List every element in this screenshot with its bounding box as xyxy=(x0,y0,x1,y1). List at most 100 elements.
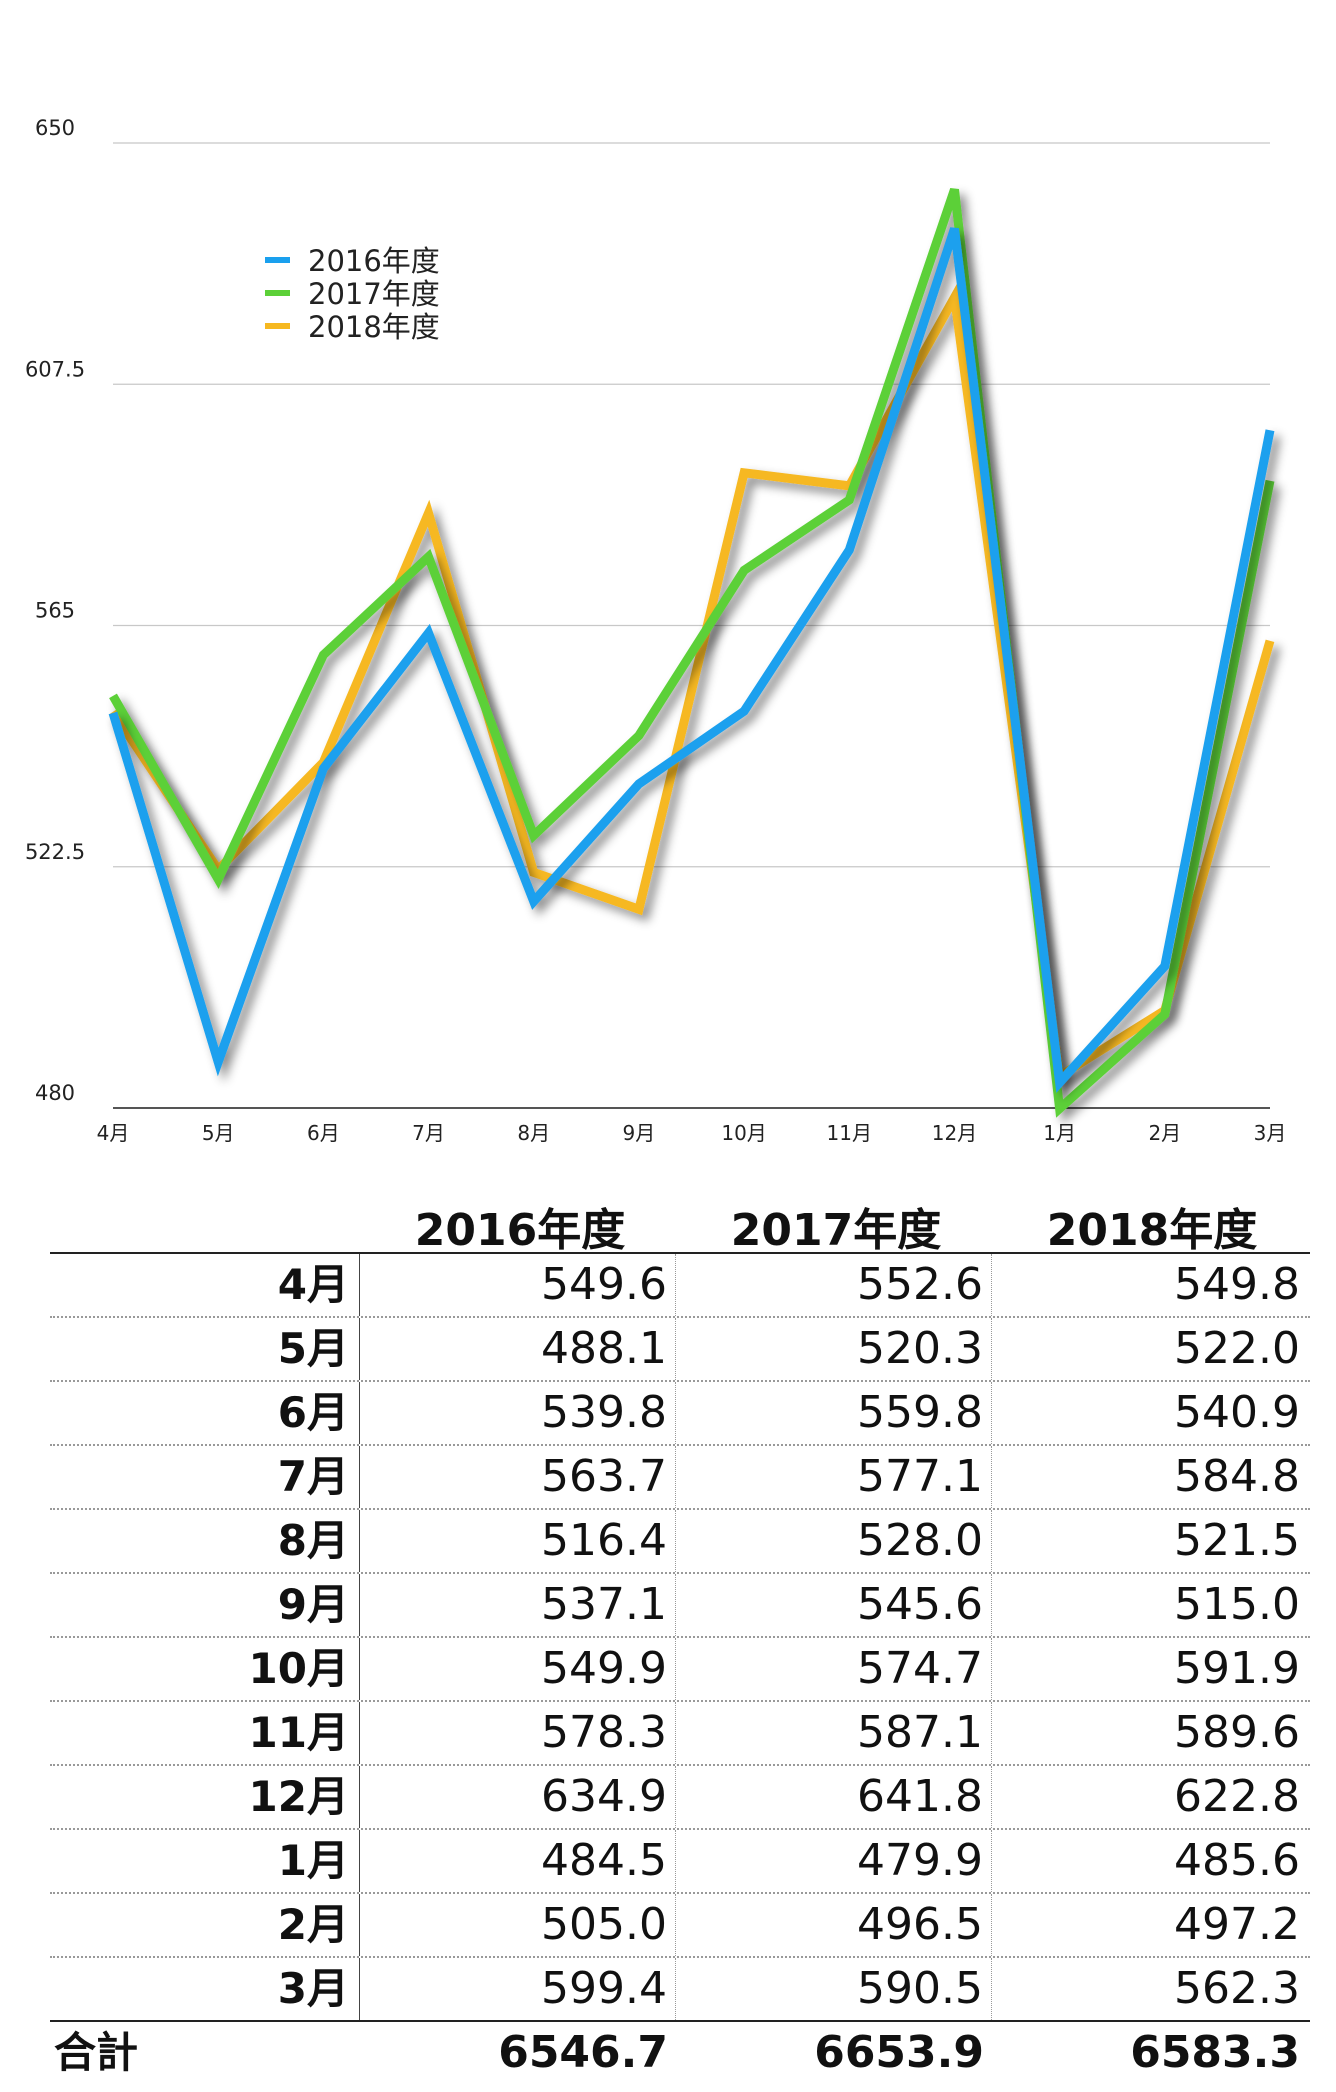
row-value-cell: 584.8 xyxy=(1174,1451,1300,1502)
row-value-cell: 488.1 xyxy=(360,1318,676,1380)
legend-label: 2016年度 xyxy=(308,244,440,278)
row-value-cell: 520.3 xyxy=(676,1318,992,1380)
row-month-label: 8月 xyxy=(50,1510,360,1572)
row-value-cell: 528.0 xyxy=(676,1510,992,1572)
row-month-label: 2月 xyxy=(50,1894,360,1956)
x-tick-label: 6月 xyxy=(307,1121,340,1145)
row-value-cell: 479.9 xyxy=(676,1830,992,1892)
x-tick-label: 10月 xyxy=(721,1121,766,1145)
row-value-cell: 562.3 xyxy=(1174,1963,1300,2014)
data-table: 2016年度 2017年度 2018年度 4月 549.6 552.6 549.8 5月… xyxy=(50,1180,1310,2092)
row-value-cell: 540.9 xyxy=(1174,1387,1300,1438)
x-tick-label: 12月 xyxy=(932,1121,977,1145)
x-tick-label: 2月 xyxy=(1148,1121,1181,1145)
table-row: 4月 549.6 552.6 549.8 xyxy=(50,1254,1310,1318)
y-tick-label: 565 xyxy=(35,599,75,623)
row-value-cell: 516.4 xyxy=(360,1510,676,1572)
series-line-2018年度 xyxy=(109,283,1275,1084)
x-tick-label: 5月 xyxy=(202,1121,235,1145)
header-2016: 2016年度 xyxy=(414,1205,626,1256)
table-row: 11月 578.3 587.1 589.6 xyxy=(50,1702,1310,1766)
total-label: 合計 xyxy=(54,2028,139,2077)
y-tick-label: 650 xyxy=(35,116,75,140)
table-row: 12月 634.9 641.8 622.8 xyxy=(50,1766,1310,1830)
row-value-cell: 515.0 xyxy=(1174,1579,1300,1630)
series-lines xyxy=(108,188,1275,1118)
row-month-label: 3月 xyxy=(50,1958,360,2020)
row-month-label: 7月 xyxy=(50,1446,360,1508)
row-value-cell: 549.6 xyxy=(360,1254,676,1316)
x-tick-label: 11月 xyxy=(827,1121,872,1145)
row-month-label: 11月 xyxy=(50,1702,360,1764)
x-tick-label: 8月 xyxy=(517,1121,550,1145)
row-value-cell: 522.0 xyxy=(1174,1323,1300,1374)
row-month-label: 9月 xyxy=(50,1574,360,1636)
row-value-cell: 484.5 xyxy=(360,1830,676,1892)
series-line-2017年度 xyxy=(109,188,1275,1118)
table-row: 3月 599.4 590.5 562.3 xyxy=(50,1958,1310,2020)
x-tick-label: 4月 xyxy=(97,1121,130,1145)
total-2016: 6546.7 xyxy=(498,2027,668,2078)
y-tick-label: 480 xyxy=(35,1081,75,1105)
row-value-cell: 577.1 xyxy=(676,1446,992,1508)
row-value-cell: 563.7 xyxy=(360,1446,676,1508)
series-line-2016年度 xyxy=(108,227,1275,1093)
table-row: 8月 516.4 528.0 521.5 xyxy=(50,1510,1310,1574)
row-value-cell: 521.5 xyxy=(1174,1515,1300,1566)
row-value-cell: 485.6 xyxy=(1174,1835,1300,1886)
y-axis-tick-labels: 650 607.5 565 522.5 480 xyxy=(25,116,85,1105)
table-row: 5月 488.1 520.3 522.0 xyxy=(50,1318,1310,1382)
table-body: 4月 549.6 552.6 549.8 5月 488.1 520.3 522.0 6月 539.… xyxy=(50,1252,1310,2020)
row-value-cell: 587.1 xyxy=(676,1702,992,1764)
row-value-cell: 559.8 xyxy=(676,1382,992,1444)
table-row: 6月 539.8 559.8 540.9 xyxy=(50,1382,1310,1446)
row-value-cell: 622.8 xyxy=(1174,1771,1300,1822)
total-row: 合計 6546.7 6653.9 6583.3 xyxy=(50,2020,1310,2092)
x-tick-label: 7月 xyxy=(412,1121,445,1145)
row-value-cell: 578.3 xyxy=(360,1702,676,1764)
row-value-cell: 590.5 xyxy=(676,1958,992,2020)
row-value-cell: 505.0 xyxy=(360,1894,676,1956)
row-value-cell: 634.9 xyxy=(360,1766,676,1828)
line-chart: 650 607.5 565 522.5 480 4月 5月 6月 7月 8月 9月 10月 11月 12… xyxy=(25,116,1287,1145)
table-row: 9月 537.1 545.6 515.0 xyxy=(50,1574,1310,1638)
x-tick-label: 3月 xyxy=(1254,1121,1287,1145)
table-header: 2016年度 2017年度 2018年度 xyxy=(50,1180,1310,1256)
total-2018: 6583.3 xyxy=(1130,2027,1300,2078)
row-value-cell: 552.6 xyxy=(676,1254,992,1316)
row-value-cell: 539.8 xyxy=(360,1382,676,1444)
x-tick-label: 9月 xyxy=(623,1121,656,1145)
row-month-label: 5月 xyxy=(50,1318,360,1380)
row-value-cell: 537.1 xyxy=(360,1574,676,1636)
x-axis-tick-labels: 4月 5月 6月 7月 8月 9月 10月 11月 12月 1月 2月 3月 xyxy=(97,1121,1287,1145)
y-tick-label: 607.5 xyxy=(25,357,85,381)
table-row: 1月 484.5 479.9 485.6 xyxy=(50,1830,1310,1894)
row-value-cell: 591.9 xyxy=(1174,1643,1300,1694)
row-month-label: 6月 xyxy=(50,1382,360,1444)
row-value-cell: 549.8 xyxy=(1174,1259,1300,1310)
x-tick-label: 1月 xyxy=(1043,1121,1076,1145)
row-value-cell: 549.9 xyxy=(360,1638,676,1700)
table-row: 10月 549.9 574.7 591.9 xyxy=(50,1638,1310,1702)
row-value-cell: 599.4 xyxy=(360,1958,676,2020)
row-value-cell: 496.5 xyxy=(676,1894,992,1956)
row-value-cell: 589.6 xyxy=(1174,1707,1300,1758)
row-value-cell: 497.2 xyxy=(1174,1899,1300,1950)
row-month-label: 4月 xyxy=(50,1254,360,1316)
total-2017: 6653.9 xyxy=(814,2027,984,2078)
header-2017: 2017年度 xyxy=(730,1205,942,1256)
legend-label: 2017年度 xyxy=(308,277,440,311)
table-row: 7月 563.7 577.1 584.8 xyxy=(50,1446,1310,1510)
gridlines xyxy=(113,142,1270,1109)
row-value-cell: 574.7 xyxy=(676,1638,992,1700)
row-value-cell: 545.6 xyxy=(676,1574,992,1636)
row-month-label: 1月 xyxy=(50,1830,360,1892)
row-month-label: 12月 xyxy=(50,1766,360,1828)
row-month-label: 10月 xyxy=(50,1638,360,1700)
y-tick-label: 522.5 xyxy=(25,840,85,864)
table-row: 2月 505.0 496.5 497.2 xyxy=(50,1894,1310,1958)
row-value-cell: 641.8 xyxy=(676,1766,992,1828)
header-2018: 2018年度 xyxy=(1046,1205,1258,1256)
legend-label: 2018年度 xyxy=(308,310,440,344)
